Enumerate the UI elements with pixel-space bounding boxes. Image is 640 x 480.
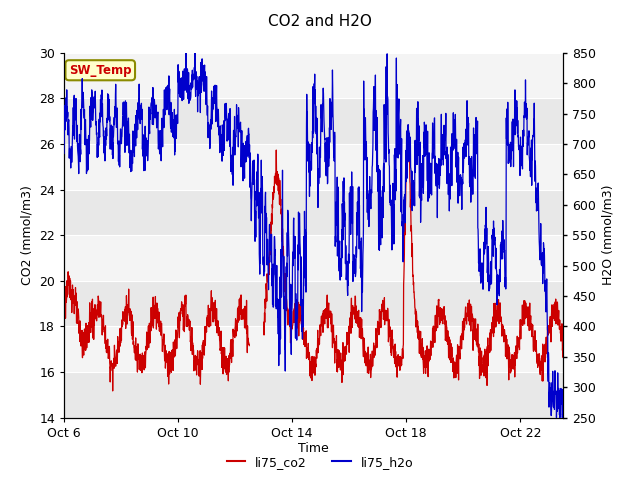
Bar — [64, 53, 563, 98]
Text: CO2 and H2O: CO2 and H2O — [268, 14, 372, 29]
Text: SW_Temp: SW_Temp — [69, 64, 131, 77]
Bar — [64, 98, 563, 144]
X-axis label: Time: Time — [298, 443, 329, 456]
Y-axis label: CO2 (mmol/m3): CO2 (mmol/m3) — [20, 185, 33, 285]
Bar — [64, 144, 563, 190]
Bar — [64, 190, 563, 235]
Bar — [64, 372, 563, 418]
Y-axis label: H2O (mmol/m3): H2O (mmol/m3) — [602, 185, 615, 286]
Bar — [64, 235, 563, 281]
Bar — [64, 326, 563, 372]
Bar — [64, 281, 563, 326]
Legend: li75_co2, li75_h2o: li75_co2, li75_h2o — [221, 451, 419, 474]
